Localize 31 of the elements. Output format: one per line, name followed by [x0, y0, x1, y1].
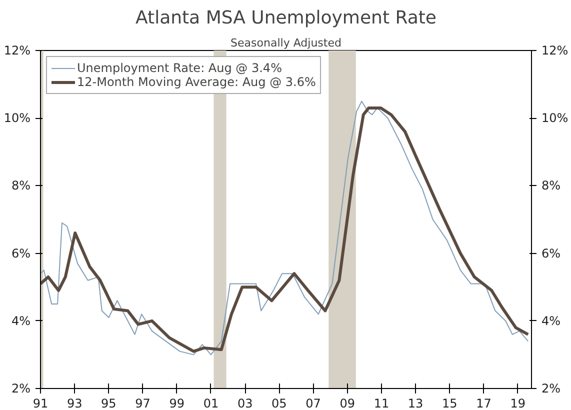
x-tick-label: 09: [340, 396, 356, 410]
legend-label: 12-Month Moving Average: Aug @ 3.6%: [77, 75, 316, 89]
x-tick-label: 97: [135, 396, 150, 410]
y2-tick-label: 10%: [542, 111, 568, 126]
x-tick-label: 95: [101, 396, 116, 410]
x-tick-label: 17: [476, 396, 492, 410]
y-tick-label: 10%: [4, 111, 30, 126]
y-tick-label: 6%: [11, 246, 31, 260]
x-tick-label: 11: [374, 396, 390, 410]
y2-tick-label: 6%: [542, 246, 561, 260]
x-tick-label: 05: [272, 396, 287, 410]
y-tick-label: 2%: [11, 382, 31, 396]
y2-tick-label: 8%: [542, 178, 561, 193]
x-tick-label: 15: [442, 396, 458, 410]
x-tick-label: 99: [169, 396, 185, 410]
y2-tick-label: 4%: [542, 314, 561, 328]
x-tick-label: 01: [203, 396, 219, 410]
y2-tick-label: 12%: [542, 44, 568, 58]
x-tick-label: 19: [510, 396, 526, 410]
chart-title: Atlanta MSA Unemployment Rate: [136, 8, 436, 28]
y-tick-label: 4%: [11, 314, 31, 328]
x-tick-label: 03: [237, 396, 253, 410]
chart-subtitle: Seasonally Adjusted: [230, 36, 342, 50]
y-tick-label: 12%: [4, 44, 30, 58]
x-tick-label: 93: [66, 396, 82, 410]
x-tick-label: 13: [408, 396, 424, 410]
y2-tick-label: 2%: [542, 382, 561, 396]
x-tick-label: 91: [32, 396, 48, 410]
legend-label: Unemployment Rate: Aug @ 3.4%: [77, 61, 282, 75]
y-tick-label: 8%: [11, 178, 31, 193]
x-tick-label: 07: [306, 396, 321, 410]
